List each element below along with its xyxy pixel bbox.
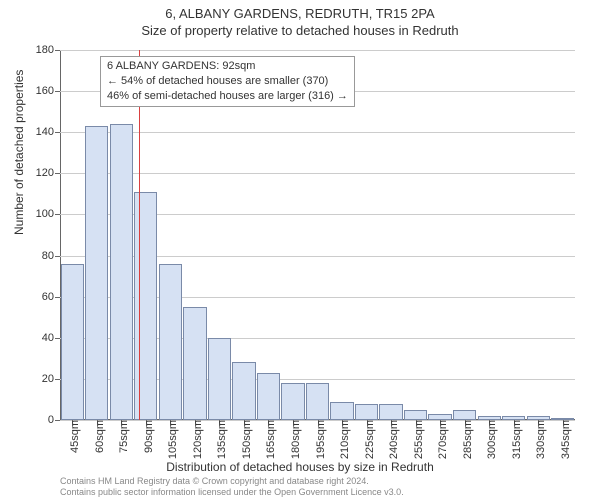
y-tick-label: 40 xyxy=(42,332,60,344)
chart-title: 6, ALBANY GARDENS, REDRUTH, TR15 2PA xyxy=(0,0,600,21)
bar xyxy=(183,307,206,420)
bar xyxy=(306,383,329,420)
x-tick-label: 60sqm xyxy=(88,420,106,453)
bar xyxy=(281,383,304,420)
bar xyxy=(85,126,108,420)
x-tick-label: 105sqm xyxy=(161,420,179,459)
bar xyxy=(257,373,280,420)
y-tick-label: 60 xyxy=(42,291,60,303)
annotation-line: 6 ALBANY GARDENS: 92sqm xyxy=(107,59,348,74)
bar xyxy=(61,264,84,420)
x-tick-label: 315sqm xyxy=(505,420,523,459)
y-tick-label: 100 xyxy=(36,208,60,220)
x-tick-label: 270sqm xyxy=(431,420,449,459)
bar xyxy=(232,362,255,420)
x-tick-label: 195sqm xyxy=(309,420,327,459)
y-tick-label: 140 xyxy=(36,126,60,138)
gridline xyxy=(60,132,575,133)
plot-area: 02040608010012014016018045sqm60sqm75sqm9… xyxy=(60,50,575,420)
x-tick-label: 45sqm xyxy=(63,420,81,453)
x-tick-label: 225sqm xyxy=(358,420,376,459)
bar xyxy=(110,124,133,420)
x-tick-label: 135sqm xyxy=(210,420,228,459)
bar xyxy=(453,410,476,420)
gridline xyxy=(60,173,575,174)
y-tick-label: 160 xyxy=(36,85,60,97)
chart-container: 6, ALBANY GARDENS, REDRUTH, TR15 2PA Siz… xyxy=(0,0,600,500)
y-tick-label: 0 xyxy=(48,414,60,426)
x-tick-label: 75sqm xyxy=(112,420,130,453)
x-tick-label: 180sqm xyxy=(284,420,302,459)
x-tick-label: 120sqm xyxy=(186,420,204,459)
chart-subtitle: Size of property relative to detached ho… xyxy=(0,21,600,38)
annotation-line: ← 54% of detached houses are smaller (37… xyxy=(107,74,348,89)
annotation-line: 46% of semi-detached houses are larger (… xyxy=(107,89,348,104)
x-tick-label: 150sqm xyxy=(235,420,253,459)
y-tick-label: 120 xyxy=(36,167,60,179)
y-axis-label: Number of detached properties xyxy=(12,70,26,235)
x-tick-label: 240sqm xyxy=(382,420,400,459)
x-tick-label: 210sqm xyxy=(333,420,351,459)
x-tick-label: 330sqm xyxy=(529,420,547,459)
bar xyxy=(404,410,427,420)
annotation-box: 6 ALBANY GARDENS: 92sqm← 54% of detached… xyxy=(100,56,355,107)
y-tick-label: 180 xyxy=(36,44,60,56)
bar xyxy=(134,192,157,420)
x-tick-label: 285sqm xyxy=(456,420,474,459)
y-tick-label: 80 xyxy=(42,250,60,262)
x-tick-label: 345sqm xyxy=(554,420,572,459)
bar xyxy=(355,404,378,420)
footer-line1: Contains HM Land Registry data © Crown c… xyxy=(60,476,404,487)
footer-text: Contains HM Land Registry data © Crown c… xyxy=(60,476,404,498)
bar xyxy=(159,264,182,420)
x-tick-label: 255sqm xyxy=(407,420,425,459)
x-tick-label: 90sqm xyxy=(137,420,155,453)
x-tick-label: 165sqm xyxy=(259,420,277,459)
footer-line2: Contains public sector information licen… xyxy=(60,487,404,498)
x-tick-label: 300sqm xyxy=(480,420,498,459)
x-axis-label: Distribution of detached houses by size … xyxy=(0,460,600,474)
bar xyxy=(330,402,353,421)
bar xyxy=(379,404,402,420)
y-tick-label: 20 xyxy=(42,373,60,385)
bar xyxy=(208,338,231,420)
gridline xyxy=(60,50,575,51)
